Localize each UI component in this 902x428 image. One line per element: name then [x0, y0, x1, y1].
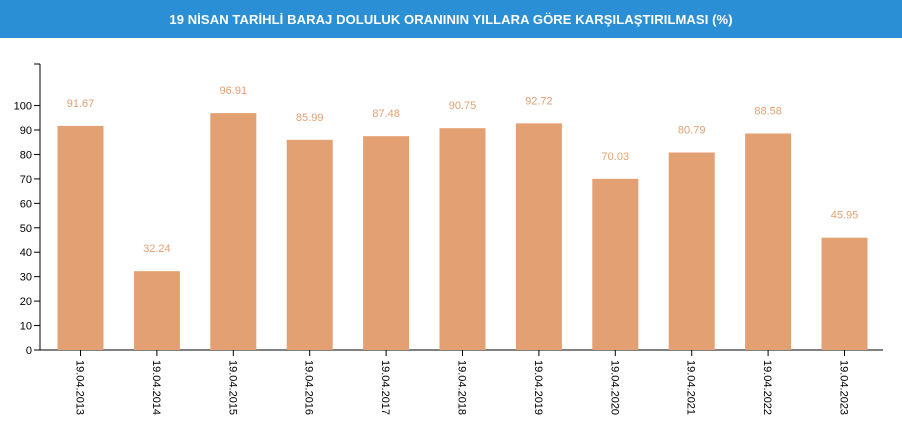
x-category-label: 19.04.2015	[226, 360, 238, 415]
bar[interactable]	[57, 125, 104, 350]
y-tick-label: 40	[20, 247, 32, 259]
y-tick-label: 50	[20, 223, 32, 235]
bar[interactable]	[515, 123, 562, 351]
x-category-label: 19.04.2013	[74, 360, 86, 415]
bar[interactable]	[439, 128, 486, 350]
y-tick-label: 90	[20, 125, 32, 137]
bar[interactable]	[745, 133, 792, 350]
x-category-label: 19.04.2017	[379, 360, 391, 415]
x-category-label: 19.04.2019	[532, 360, 544, 415]
x-category-label: 19.04.2022	[761, 360, 773, 415]
bar-value-label: 45.95	[831, 210, 859, 222]
y-tick-label: 10	[20, 321, 32, 333]
x-category-label: 19.04.2020	[608, 360, 620, 415]
x-category-label: 19.04.2018	[456, 360, 468, 415]
bar-value-label: 90.75	[449, 100, 477, 112]
y-tick-label: 0	[26, 345, 32, 357]
bar[interactable]	[286, 139, 333, 350]
y-tick-label: 60	[20, 198, 32, 210]
bar-value-label: 88.58	[754, 105, 782, 117]
bar-value-label: 32.24	[143, 243, 171, 255]
x-category-label: 19.04.2021	[685, 360, 697, 415]
bar-value-label: 87.48	[372, 108, 400, 120]
x-category-label: 19.04.2023	[838, 360, 850, 415]
y-tick-label: 100	[14, 101, 32, 113]
bar-value-label: 70.03	[602, 151, 630, 163]
bar[interactable]	[592, 178, 639, 350]
x-category-label: 19.04.2016	[303, 360, 315, 415]
bar-value-label: 91.67	[67, 98, 95, 110]
bar[interactable]	[363, 136, 410, 350]
chart-title: 19 NİSAN TARİHLİ BARAJ DOLULUK ORANININ …	[0, 0, 902, 38]
y-tick-label: 70	[20, 174, 32, 186]
bar[interactable]	[210, 113, 257, 350]
bar-value-label: 96.91	[220, 85, 248, 97]
y-tick-label: 30	[20, 272, 32, 284]
x-category-label: 19.04.2014	[150, 360, 162, 415]
bar[interactable]	[821, 237, 868, 350]
bar-value-label: 92.72	[525, 95, 553, 107]
y-tick-label: 20	[20, 296, 32, 308]
y-tick-label: 80	[20, 149, 32, 161]
bar[interactable]	[133, 271, 180, 350]
bar-value-label: 85.99	[296, 112, 324, 124]
bar[interactable]	[668, 152, 715, 350]
bar-value-label: 80.79	[678, 125, 706, 137]
bar-chart: 0 10 20 30 40 50 60 70 80 90 100 91.67 19.04.2013 32.…	[14, 63, 883, 415]
